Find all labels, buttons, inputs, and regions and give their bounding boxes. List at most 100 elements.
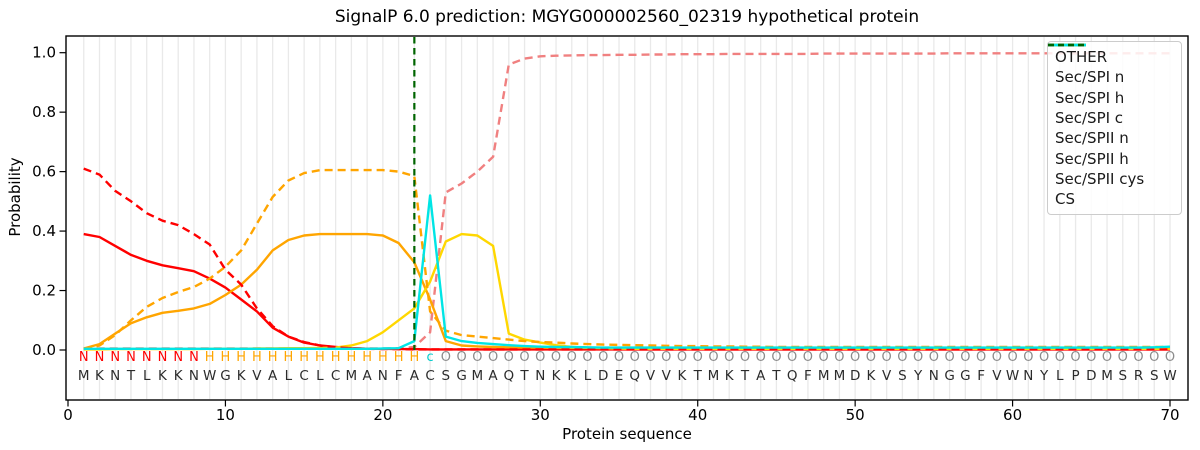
region-label: N bbox=[189, 350, 199, 365]
region-label: O bbox=[787, 350, 797, 365]
sequence-letter: K bbox=[552, 368, 562, 384]
region-label: O bbox=[504, 350, 514, 365]
chart-title: SignalP 6.0 prediction: MGYG000002560_02… bbox=[334, 7, 920, 27]
region-label: c bbox=[427, 350, 434, 365]
sequence-letter: F bbox=[395, 368, 403, 384]
region-label: O bbox=[992, 350, 1002, 365]
sequence-letter: M bbox=[818, 368, 830, 384]
probability-curves bbox=[83, 52, 1171, 351]
sequence-letter: G bbox=[944, 368, 954, 384]
legend-label: Sec/SPI c bbox=[1055, 109, 1124, 128]
y-axis-label: Probability bbox=[6, 157, 24, 237]
region-label: O bbox=[456, 350, 466, 365]
sequence-letter: L bbox=[1056, 368, 1064, 384]
sequence-letter: D bbox=[1086, 368, 1096, 384]
sequence-letter: W bbox=[1006, 368, 1019, 384]
region-label: O bbox=[1165, 350, 1175, 365]
region-label: O bbox=[519, 350, 529, 365]
x-tick-label: 0 bbox=[63, 406, 73, 424]
sequence-letter: K bbox=[174, 368, 184, 384]
sequence-letter: W bbox=[1163, 368, 1176, 384]
region-label: O bbox=[913, 350, 923, 365]
sequence-letter: V bbox=[992, 368, 1002, 384]
y-tick-label: 0.0 bbox=[32, 341, 56, 359]
region-label: O bbox=[960, 350, 970, 365]
sequence-letter: W bbox=[203, 368, 216, 384]
sequence-letter: K bbox=[237, 368, 247, 384]
x-tick-label: 60 bbox=[1003, 406, 1022, 424]
region-label: O bbox=[472, 350, 482, 365]
sequence-letter: V bbox=[646, 368, 656, 384]
sequence-letter: M bbox=[78, 368, 90, 384]
legend: OTHER Sec/SPI n Sec/SPI h Sec/SPI c Sec/SPII… bbox=[1047, 41, 1182, 216]
region-label: H bbox=[284, 350, 294, 365]
region-label: O bbox=[645, 350, 655, 365]
region-label: H bbox=[252, 350, 262, 365]
region-label: O bbox=[551, 350, 561, 365]
sequence-letter: R bbox=[1134, 368, 1143, 384]
sequence-letter: K bbox=[678, 368, 688, 384]
region-label: O bbox=[1102, 350, 1112, 365]
region-label: O bbox=[944, 350, 954, 365]
legend-label: Sec/SPII cys bbox=[1055, 169, 1145, 188]
region-label: O bbox=[850, 350, 860, 365]
sequence-letter: N bbox=[929, 368, 939, 384]
region-label: H bbox=[299, 350, 309, 365]
sequence-letter: K bbox=[725, 368, 735, 384]
sequence-letter: Q bbox=[503, 368, 514, 384]
sequence-letter: G bbox=[456, 368, 466, 384]
region-label: H bbox=[205, 350, 215, 365]
sequence-letter: L bbox=[285, 368, 293, 384]
legend-item-sec-spi-n: Sec/SPI n bbox=[1048, 43, 1177, 87]
region-label: O bbox=[488, 350, 498, 365]
sequence-letter: A bbox=[410, 368, 420, 384]
sequence-letter: M bbox=[834, 368, 846, 384]
region-label: O bbox=[661, 350, 671, 365]
region-label: N bbox=[126, 350, 136, 365]
sequence-letter: N bbox=[378, 368, 388, 384]
sequence-letter: T bbox=[126, 368, 136, 384]
region-label: O bbox=[1149, 350, 1159, 365]
region-label: O bbox=[976, 350, 986, 365]
sequence-letter: T bbox=[740, 368, 750, 384]
legend-item-other: OTHER bbox=[1048, 43, 1177, 67]
legend-item-sec-spii-cys: Sec/SPII cys bbox=[1048, 43, 1177, 189]
sequence-letter: L bbox=[316, 368, 324, 384]
sequence-letter: N bbox=[110, 368, 120, 384]
region-label: H bbox=[236, 350, 246, 365]
region-label: H bbox=[315, 350, 325, 365]
region-label: O bbox=[693, 350, 703, 365]
region-label: O bbox=[582, 350, 592, 365]
y-axis: 0.0 0.2 0.4 0.6 0.8 1.0 bbox=[32, 44, 66, 359]
region-label: H bbox=[409, 350, 419, 365]
sequence-letter: E bbox=[615, 368, 624, 384]
sequence-letter: K bbox=[95, 368, 105, 384]
curve-sec-spii-h bbox=[83, 168, 1170, 351]
sequence-letter: C bbox=[425, 368, 434, 384]
sequence-letter: S bbox=[442, 368, 451, 384]
region-label: O bbox=[834, 350, 844, 365]
region-label: H bbox=[346, 350, 356, 365]
region-label: N bbox=[79, 350, 89, 365]
sequence-letter: L bbox=[143, 368, 151, 384]
sequence-letter: N bbox=[1023, 368, 1033, 384]
sequence-letter: T bbox=[693, 368, 703, 384]
legend-label: Sec/SPII n bbox=[1055, 129, 1129, 148]
y-tick-label: 0.8 bbox=[32, 103, 56, 121]
sequence-letter: T bbox=[771, 368, 781, 384]
x-axis: 0 10 20 30 40 50 60 70 bbox=[63, 400, 1180, 424]
region-label: H bbox=[331, 350, 341, 365]
legend-item-sec-spii-h: Sec/SPII h bbox=[1048, 43, 1177, 168]
region-label: O bbox=[866, 350, 876, 365]
region-label: O bbox=[771, 350, 781, 365]
sequence-letter: F bbox=[804, 368, 812, 384]
x-tick-label: 30 bbox=[531, 406, 550, 424]
legend-label: Sec/SPII h bbox=[1055, 149, 1129, 168]
sequence-letter: Y bbox=[1039, 368, 1049, 384]
x-tick-label: 20 bbox=[373, 406, 392, 424]
region-label: O bbox=[756, 350, 766, 365]
y-tick-label: 0.2 bbox=[32, 282, 56, 300]
legend-label: Sec/SPI n bbox=[1055, 68, 1125, 87]
